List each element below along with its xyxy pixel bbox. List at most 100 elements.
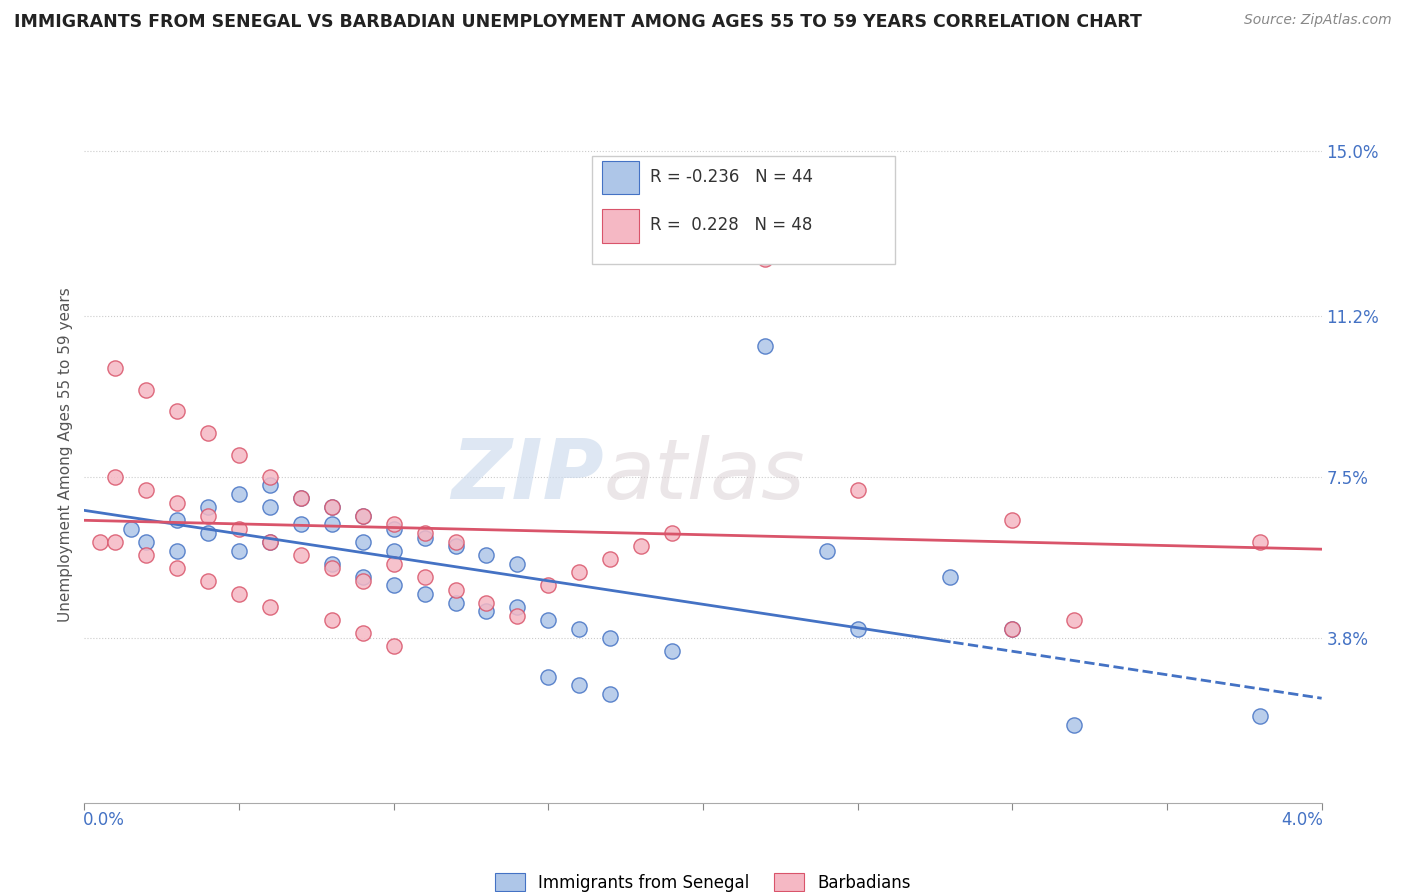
Point [754, 252, 776, 267]
Point [382, 639, 405, 653]
Point [259, 600, 281, 615]
Point [568, 566, 591, 580]
Point [104, 469, 127, 483]
Point [321, 517, 343, 532]
Point [537, 613, 560, 627]
Point [599, 631, 621, 645]
Point [537, 578, 560, 592]
Point [1063, 613, 1085, 627]
Point [1001, 622, 1024, 636]
Point [382, 578, 405, 592]
Point [1249, 708, 1271, 723]
Point [537, 670, 560, 684]
FancyBboxPatch shape [592, 156, 894, 263]
Point [846, 622, 869, 636]
Point [321, 613, 343, 627]
Text: R =  0.228   N = 48: R = 0.228 N = 48 [650, 217, 813, 235]
Point [228, 448, 250, 462]
Point [228, 543, 250, 558]
Point [104, 535, 127, 549]
Point [382, 522, 405, 536]
Point [382, 543, 405, 558]
Y-axis label: Unemployment Among Ages 55 to 59 years: Unemployment Among Ages 55 to 59 years [58, 287, 73, 623]
Point [413, 570, 436, 584]
Point [352, 626, 374, 640]
Point [352, 570, 374, 584]
Point [135, 383, 157, 397]
Point [939, 570, 962, 584]
Text: ZIP: ZIP [451, 435, 605, 516]
Point [259, 535, 281, 549]
Point [228, 487, 250, 501]
Point [321, 500, 343, 514]
FancyBboxPatch shape [602, 161, 638, 194]
Point [444, 535, 467, 549]
Point [599, 552, 621, 566]
Text: 0.0%: 0.0% [83, 811, 125, 830]
Point [1249, 535, 1271, 549]
Point [135, 483, 157, 497]
Point [135, 548, 157, 562]
Point [352, 574, 374, 588]
Point [1063, 717, 1085, 731]
Point [197, 500, 219, 514]
Point [444, 596, 467, 610]
Point [661, 526, 683, 541]
Point [754, 339, 776, 353]
Text: IMMIGRANTS FROM SENEGAL VS BARBADIAN UNEMPLOYMENT AMONG AGES 55 TO 59 YEARS CORR: IMMIGRANTS FROM SENEGAL VS BARBADIAN UNE… [14, 13, 1142, 31]
Point [259, 478, 281, 492]
Point [259, 500, 281, 514]
Point [661, 643, 683, 657]
Point [104, 360, 127, 375]
Point [568, 678, 591, 692]
Point [352, 508, 374, 523]
Point [444, 582, 467, 597]
Point [89, 535, 111, 549]
Text: atlas: atlas [605, 435, 806, 516]
Point [599, 687, 621, 701]
Point [290, 517, 312, 532]
Point [382, 557, 405, 571]
Point [568, 622, 591, 636]
Point [166, 496, 188, 510]
Point [382, 517, 405, 532]
Point [197, 526, 219, 541]
Point [321, 557, 343, 571]
Point [166, 513, 188, 527]
FancyBboxPatch shape [602, 210, 638, 243]
Point [228, 587, 250, 601]
Point [846, 483, 869, 497]
Point [321, 500, 343, 514]
Point [197, 508, 219, 523]
Point [1001, 622, 1024, 636]
Point [692, 230, 714, 244]
Point [321, 561, 343, 575]
Point [475, 548, 498, 562]
Point [259, 535, 281, 549]
Point [506, 557, 529, 571]
Point [290, 491, 312, 506]
Point [120, 522, 142, 536]
Point [815, 543, 838, 558]
Point [475, 596, 498, 610]
Point [135, 535, 157, 549]
Point [506, 600, 529, 615]
Point [197, 426, 219, 441]
Point [413, 526, 436, 541]
Point [228, 522, 250, 536]
Point [413, 587, 436, 601]
Text: 4.0%: 4.0% [1281, 811, 1323, 830]
Point [630, 539, 652, 553]
Legend: Immigrants from Senegal, Barbadians: Immigrants from Senegal, Barbadians [488, 867, 918, 892]
Text: Source: ZipAtlas.com: Source: ZipAtlas.com [1244, 13, 1392, 28]
Point [413, 531, 436, 545]
Point [290, 491, 312, 506]
Point [166, 543, 188, 558]
Point [290, 548, 312, 562]
Point [352, 508, 374, 523]
Point [166, 404, 188, 418]
Point [506, 608, 529, 623]
Point [197, 574, 219, 588]
Point [475, 605, 498, 619]
Point [352, 535, 374, 549]
